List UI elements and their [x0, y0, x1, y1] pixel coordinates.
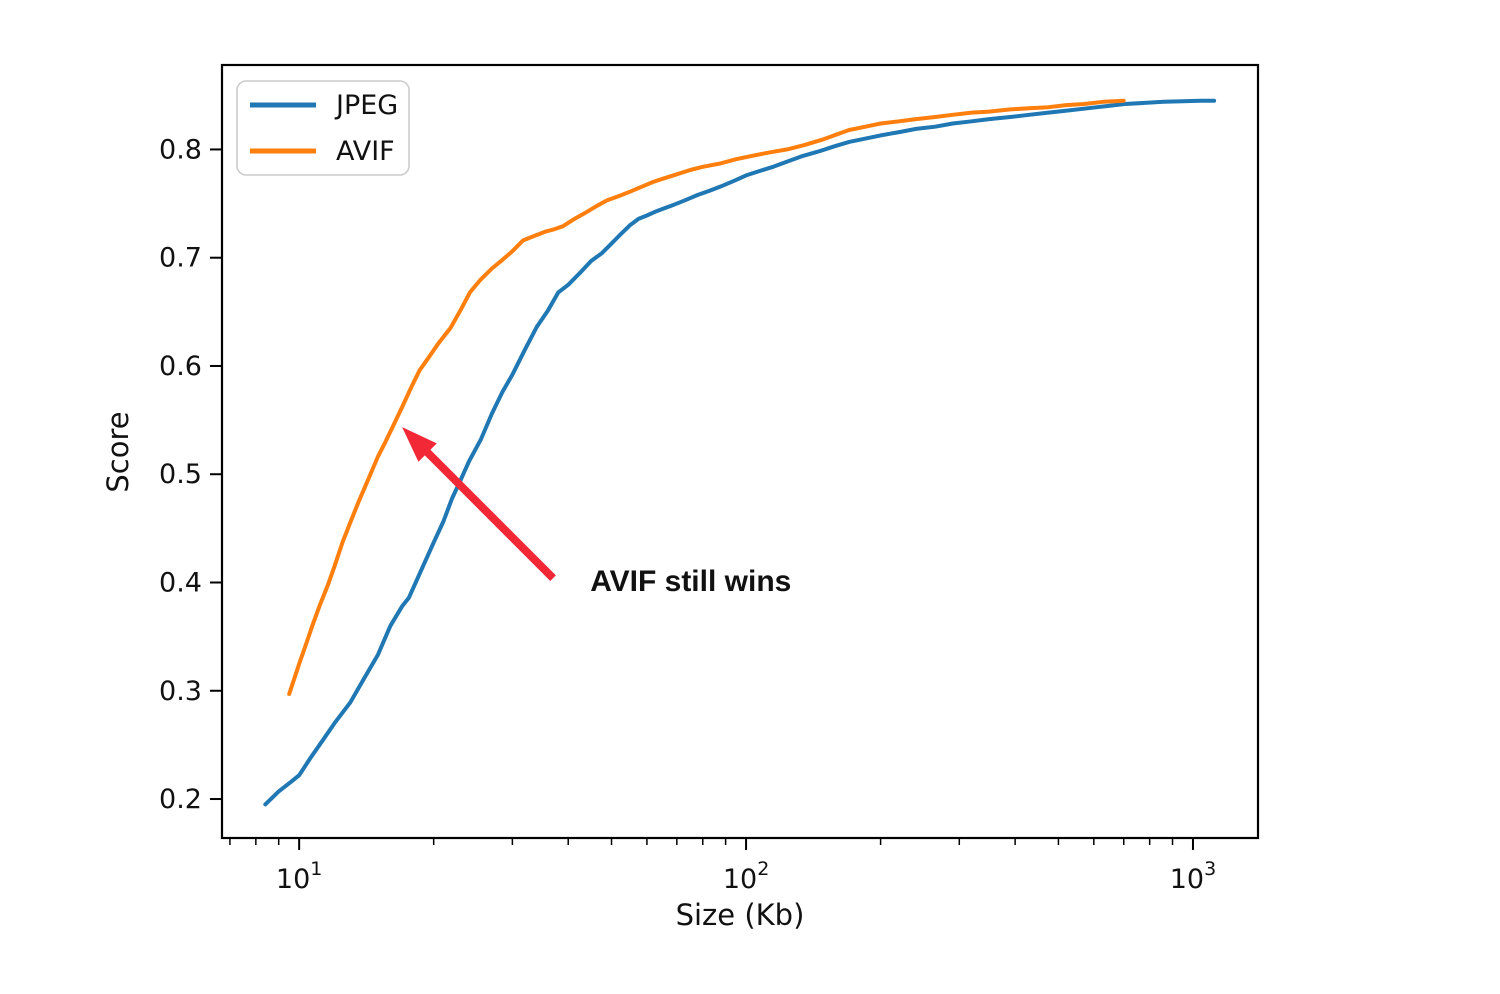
x-tick-label: 102 — [723, 858, 769, 895]
x-axis-ticks: 101 102 103 — [229, 838, 1216, 895]
y-tick-label: 0.8 — [159, 134, 202, 165]
y-tick-label: 0.3 — [159, 676, 202, 707]
legend: JPEG AVIF — [236, 80, 410, 176]
series-line-avif — [287, 98, 1126, 696]
y-tick-label: 0.7 — [159, 243, 202, 274]
y-axis-ticks: 0.2 0.3 0.4 0.5 0.6 0.7 0.8 — [159, 134, 222, 815]
y-axis-label: Score — [101, 411, 135, 492]
x-axis-label: Size (Kb) — [676, 898, 805, 932]
legend-label-avif: AVIF — [336, 136, 395, 167]
annotation-arrow — [402, 427, 556, 581]
y-tick-label: 0.2 — [159, 784, 202, 815]
x-tick-label: 101 — [276, 858, 322, 895]
y-tick-label: 0.4 — [159, 567, 202, 598]
annotation-text: AVIF still wins — [590, 565, 791, 598]
axes-frame — [220, 63, 1260, 840]
y-tick-label: 0.6 — [159, 351, 202, 382]
x-tick-label: 103 — [1170, 858, 1216, 895]
plot-area — [220, 63, 1260, 840]
series-line-jpeg — [263, 98, 1217, 807]
data-series — [263, 98, 1217, 807]
arrow-shaft — [420, 445, 556, 581]
arrow-head — [402, 427, 437, 462]
legend-label-jpeg: JPEG — [334, 90, 398, 121]
y-tick-label: 0.5 — [159, 459, 202, 490]
